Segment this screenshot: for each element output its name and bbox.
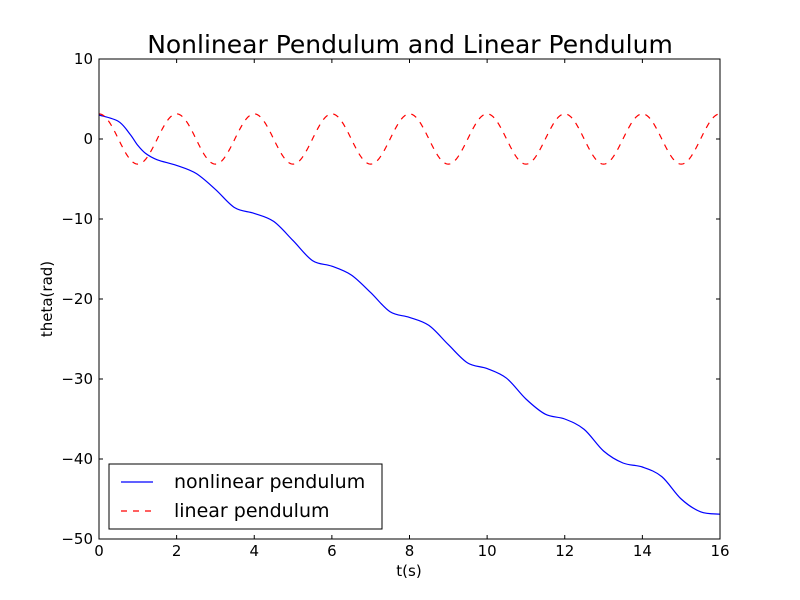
legend-label-linear: linear pendulum xyxy=(174,500,330,522)
x-tick-label: 2 xyxy=(172,542,182,560)
axis-ticks: 0 2 4 6 8 10 12 14 16 10 0 −10 −20 −30 −40 −50 xyxy=(61,50,729,560)
x-axis-label: t(s) xyxy=(396,562,421,580)
chart-title: Nonlinear Pendulum and Linear Pendulum xyxy=(147,30,673,59)
legend: nonlinear pendulum linear pendulum xyxy=(108,463,383,530)
x-tick-label: 12 xyxy=(555,542,574,560)
x-tick-label: 4 xyxy=(249,542,259,560)
legend-label-nonlinear: nonlinear pendulum xyxy=(174,471,365,493)
y-tick-label: −50 xyxy=(61,530,93,548)
y-tick-label: 0 xyxy=(83,130,93,148)
series-line-nonlinear-pendulum xyxy=(98,114,721,515)
x-tick-label: 10 xyxy=(478,542,497,560)
y-tick-label: 10 xyxy=(74,50,93,68)
x-tick-label: 16 xyxy=(710,542,729,560)
x-tick-label: 6 xyxy=(327,542,337,560)
y-tick-label: −30 xyxy=(61,370,93,388)
plot-lines xyxy=(98,113,721,515)
y-tick-label: −40 xyxy=(61,450,93,468)
legend-box xyxy=(108,463,383,530)
y-tick-label: −10 xyxy=(61,210,93,228)
y-tick-label: −20 xyxy=(61,290,93,308)
x-tick-label: 14 xyxy=(633,542,652,560)
y-axis-label: theta(rad) xyxy=(38,261,56,337)
x-tick-label: 0 xyxy=(94,542,104,560)
x-tick-label: 8 xyxy=(405,542,415,560)
